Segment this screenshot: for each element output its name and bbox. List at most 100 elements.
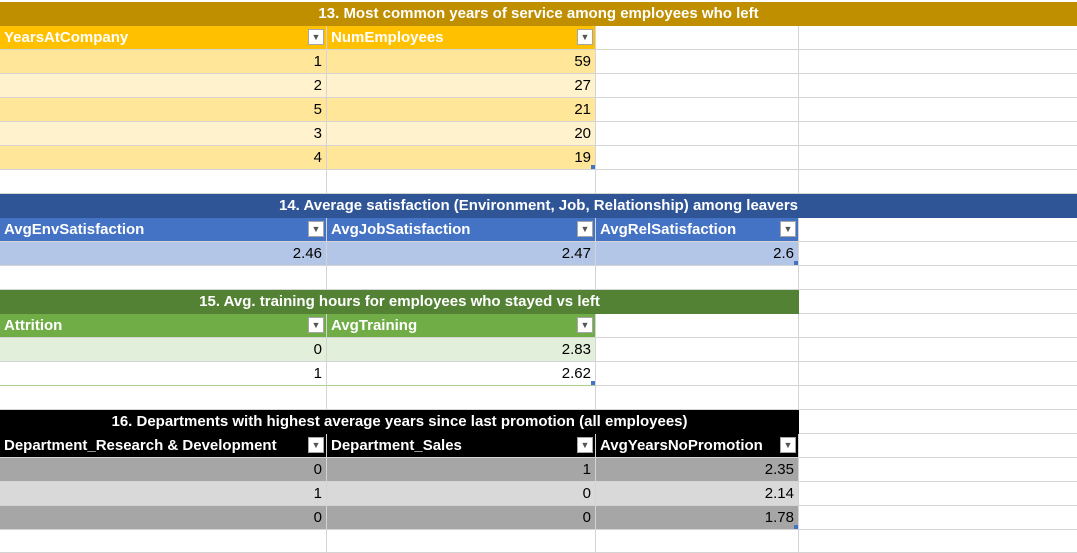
- empty-cell[interactable]: [596, 386, 799, 410]
- empty-cell[interactable]: [0, 266, 327, 290]
- empty-cell[interactable]: [799, 98, 1077, 122]
- t16-cell[interactable]: 0: [0, 506, 327, 530]
- chevron-down-icon[interactable]: ▼: [780, 221, 796, 237]
- t15-cell[interactable]: 0: [0, 338, 327, 362]
- t16-cell[interactable]: 0: [327, 482, 596, 506]
- t14-cell[interactable]: 2.6: [596, 242, 799, 266]
- empty-cell[interactable]: [799, 26, 1077, 50]
- empty-cell[interactable]: [799, 50, 1077, 74]
- empty-cell[interactable]: [0, 530, 327, 553]
- empty-cell[interactable]: [799, 530, 1077, 553]
- empty-cell[interactable]: [799, 314, 1077, 338]
- empty-cell[interactable]: [799, 170, 1077, 194]
- chevron-down-icon[interactable]: ▼: [577, 221, 593, 237]
- empty-cell[interactable]: [596, 338, 799, 362]
- empty-cell[interactable]: [799, 386, 1077, 410]
- chevron-down-icon[interactable]: ▼: [780, 437, 796, 453]
- empty-cell[interactable]: [799, 458, 1077, 482]
- empty-cell[interactable]: [799, 266, 1077, 290]
- empty-cell[interactable]: [596, 266, 799, 290]
- empty-cell[interactable]: [799, 122, 1077, 146]
- table-resize-handle[interactable]: [591, 165, 595, 169]
- t13-cell[interactable]: 3: [0, 122, 327, 146]
- empty-cell[interactable]: [799, 218, 1077, 242]
- t14-header-avgjobsatisfaction[interactable]: AvgJobSatisfaction ▼: [327, 218, 596, 242]
- chevron-down-icon[interactable]: ▼: [577, 317, 593, 333]
- empty-cell[interactable]: [799, 146, 1077, 170]
- t15-header-avgtraining[interactable]: AvgTraining ▼: [327, 314, 596, 338]
- chevron-down-icon[interactable]: ▼: [577, 29, 593, 45]
- t13-cell[interactable]: 59: [327, 50, 596, 74]
- t16-cell[interactable]: 0: [0, 458, 327, 482]
- t15-cell[interactable]: 2.83: [327, 338, 596, 362]
- t16-cell[interactable]: 2.35: [596, 458, 799, 482]
- t16-header-avgyearsnopromotion[interactable]: AvgYearsNoPromotion ▼: [596, 434, 799, 458]
- t14-cell[interactable]: 2.47: [327, 242, 596, 266]
- t15-cell[interactable]: 2.62: [327, 362, 596, 386]
- empty-cell[interactable]: [0, 170, 327, 194]
- empty-cell[interactable]: [799, 506, 1077, 530]
- t15-header-attrition[interactable]: Attrition ▼: [0, 314, 327, 338]
- t13-cell[interactable]: 20: [327, 122, 596, 146]
- t13-cell[interactable]: 27: [327, 74, 596, 98]
- t14-header-avgrelsatisfaction[interactable]: AvgRelSatisfaction ▼: [596, 218, 799, 242]
- empty-cell[interactable]: [799, 410, 1077, 434]
- t13-cell[interactable]: 21: [327, 98, 596, 122]
- t16-header-department-sales[interactable]: Department_Sales ▼: [327, 434, 596, 458]
- empty-cell[interactable]: [596, 362, 799, 386]
- t16-header-row: Department_Research & Development ▼ Depa…: [0, 434, 1077, 458]
- table-row: 5 21: [0, 98, 1077, 122]
- empty-cell[interactable]: [596, 98, 799, 122]
- empty-cell[interactable]: [596, 50, 799, 74]
- t13-header-numemployees[interactable]: NumEmployees ▼: [327, 26, 596, 50]
- empty-cell[interactable]: [799, 482, 1077, 506]
- empty-cell[interactable]: [596, 170, 799, 194]
- empty-cell[interactable]: [596, 26, 799, 50]
- t14-header-row: AvgEnvSatisfaction ▼ AvgJobSatisfaction …: [0, 218, 1077, 242]
- t16-cell[interactable]: 1.78: [596, 506, 799, 530]
- empty-cell[interactable]: [0, 386, 327, 410]
- header-label: AvgJobSatisfaction: [331, 221, 471, 238]
- t16-cell[interactable]: 2.14: [596, 482, 799, 506]
- chevron-down-icon[interactable]: ▼: [308, 29, 324, 45]
- t16-cell[interactable]: 1: [0, 482, 327, 506]
- table-resize-handle[interactable]: [591, 381, 595, 385]
- empty-cell[interactable]: [799, 290, 1077, 314]
- table-resize-handle[interactable]: [794, 525, 798, 529]
- empty-cell[interactable]: [327, 170, 596, 194]
- t16-cell[interactable]: 1: [327, 458, 596, 482]
- t13-cell[interactable]: 1: [0, 50, 327, 74]
- t14-header-avgenvsatisfaction[interactable]: AvgEnvSatisfaction ▼: [0, 218, 327, 242]
- empty-cell[interactable]: [799, 434, 1077, 458]
- empty-cell[interactable]: [327, 530, 596, 553]
- t14-title-row: 14. Average satisfaction (Environment, J…: [0, 194, 1077, 218]
- t14-cell[interactable]: 2.46: [0, 242, 327, 266]
- empty-cell[interactable]: [596, 146, 799, 170]
- t16-title-row: 16. Departments with highest average yea…: [0, 410, 1077, 434]
- empty-cell[interactable]: [799, 74, 1077, 98]
- empty-cell[interactable]: [596, 314, 799, 338]
- empty-cell[interactable]: [799, 242, 1077, 266]
- t13-cell[interactable]: 4: [0, 146, 327, 170]
- chevron-down-icon[interactable]: ▼: [308, 437, 324, 453]
- t16-cell[interactable]: 0: [327, 506, 596, 530]
- t16-header-department-rd[interactable]: Department_Research & Development ▼: [0, 434, 327, 458]
- empty-cell[interactable]: [596, 122, 799, 146]
- t15-title-row: 15. Avg. training hours for employees wh…: [0, 290, 1077, 314]
- t13-cell[interactable]: 2: [0, 74, 327, 98]
- chevron-down-icon[interactable]: ▼: [577, 437, 593, 453]
- t13-cell[interactable]: 19: [327, 146, 596, 170]
- t13-cell[interactable]: 5: [0, 98, 327, 122]
- empty-cell[interactable]: [327, 386, 596, 410]
- empty-cell[interactable]: [799, 362, 1077, 386]
- chevron-down-icon[interactable]: ▼: [308, 317, 324, 333]
- table-resize-handle[interactable]: [794, 261, 798, 265]
- empty-cell[interactable]: [799, 338, 1077, 362]
- t13-header-yearsatcompany[interactable]: YearsAtCompany ▼: [0, 26, 327, 50]
- empty-cell[interactable]: [596, 74, 799, 98]
- empty-cell[interactable]: [327, 266, 596, 290]
- chevron-down-icon[interactable]: ▼: [308, 221, 324, 237]
- empty-cell[interactable]: [596, 530, 799, 553]
- t15-cell[interactable]: 1: [0, 362, 327, 386]
- header-label: AvgTraining: [331, 317, 418, 334]
